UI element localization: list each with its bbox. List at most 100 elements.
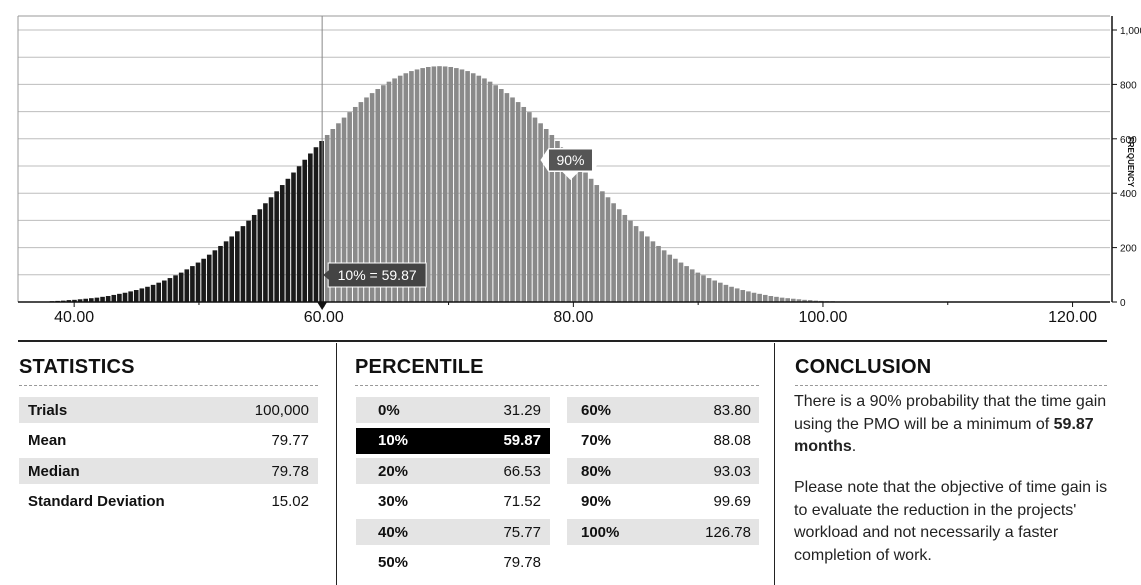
histogram-bar — [549, 134, 555, 302]
percentile-row-label: 70% — [581, 432, 612, 449]
histogram-bar — [229, 236, 235, 302]
histogram-bar — [285, 178, 291, 302]
histogram-bar — [100, 296, 105, 302]
histogram-bar — [251, 214, 257, 302]
histogram-bar — [133, 290, 139, 302]
histogram-bar — [386, 81, 392, 303]
histogram-bar — [538, 123, 543, 303]
histogram-bar — [689, 269, 695, 302]
histogram-bar — [628, 220, 633, 302]
percentile-row: 100% 126.78 — [567, 519, 759, 545]
histogram-bar — [740, 290, 746, 302]
histogram-bar — [364, 97, 369, 303]
histogram-bar — [291, 172, 296, 302]
y-axis-label: FREQUENCY — [1126, 137, 1135, 188]
histogram-bar — [246, 220, 251, 302]
histogram-bar — [465, 71, 470, 303]
percentile-row: 60% 83.80 — [567, 397, 759, 423]
statistics-row-label: Mean — [28, 432, 67, 449]
histogram-bar — [414, 69, 420, 302]
histogram-bar — [437, 66, 442, 303]
conclusion-title: CONCLUSION — [795, 356, 932, 378]
statistics-row-value: 100,000 — [254, 401, 309, 419]
histogram-bar — [470, 73, 476, 302]
histogram-bar — [156, 282, 162, 302]
statistics-row: Trials 100,000 — [19, 397, 318, 423]
percentile-row-label: 100% — [581, 523, 620, 541]
histogram-bar — [218, 245, 223, 302]
histogram-bar — [190, 266, 195, 302]
histogram-bar — [667, 254, 673, 302]
histogram-bar — [796, 299, 802, 302]
histogram-bar — [774, 296, 779, 302]
callout-arrow — [323, 270, 330, 280]
histogram-bar — [504, 93, 510, 302]
histogram-bar — [785, 298, 791, 302]
histogram-bar — [206, 254, 212, 302]
histogram-bar — [83, 298, 89, 302]
histogram-bar — [577, 166, 583, 302]
histogram-bar — [600, 191, 605, 302]
histogram-bar — [605, 197, 611, 302]
histogram-bar — [324, 134, 330, 302]
percentile-row-value: 75.77 — [503, 523, 541, 541]
probability-marker-label: 90% — [556, 152, 584, 168]
percentile-row-value: 83.80 — [713, 401, 751, 419]
histogram-bar — [375, 89, 381, 302]
percentile-row-label: 30% — [378, 493, 409, 510]
histogram-bar — [493, 85, 498, 302]
histogram-bar — [173, 275, 178, 302]
conclusion-paragraph-2: Please note that the objective of time g… — [794, 479, 1108, 564]
percentile-row-value: 88.08 — [713, 432, 751, 449]
statistics-row-value: 15.02 — [271, 493, 309, 510]
probability-marker-box — [547, 148, 593, 172]
percentile-row: 20% 66.53 — [356, 458, 550, 484]
percentile-row: 40% 75.77 — [356, 519, 550, 545]
histogram-bar — [403, 73, 409, 302]
histogram-bar — [139, 288, 145, 302]
histogram-bar — [734, 288, 740, 302]
percentile-row-value: 66.53 — [503, 462, 541, 480]
histogram-bar — [442, 66, 448, 302]
histogram-bar — [482, 78, 487, 302]
histogram-bar — [94, 297, 100, 302]
axes — [17, 15, 1117, 307]
histogram-bar — [639, 231, 644, 302]
histogram-bar — [263, 203, 268, 302]
histogram-bar — [650, 241, 656, 302]
percentile-row-label: 20% — [378, 462, 409, 480]
histogram-bar — [560, 147, 566, 302]
statistics-row-value: 79.78 — [271, 462, 309, 480]
histogram-bar — [487, 81, 493, 303]
histogram-bar — [66, 300, 72, 302]
histogram-bar — [594, 185, 600, 302]
histogram-bar — [583, 172, 588, 302]
percentile-row-value: 31.29 — [503, 401, 541, 419]
histogram-bar — [330, 129, 336, 302]
percentile-callout-label: 10% = 59.87 — [338, 267, 417, 283]
histogram-bar — [184, 269, 190, 302]
percentile-row-label: 0% — [378, 401, 400, 419]
dashed-divider — [795, 385, 1107, 386]
y-tick-label: 200 — [1120, 244, 1137, 255]
histogram-bar — [684, 266, 689, 302]
histogram-bar — [673, 258, 678, 302]
histogram-bar — [336, 123, 341, 303]
x-tick-labels: 40.00 60.00 80.00 100.00 120.00 — [54, 309, 1097, 326]
histogram-bar — [201, 258, 206, 302]
histogram-bar — [571, 159, 577, 302]
histogram-bar — [296, 166, 302, 302]
histogram-bar — [381, 85, 386, 302]
histogram-bar — [89, 298, 94, 302]
percentile-row-value: 59.87 — [503, 432, 541, 449]
histogram-bar — [701, 275, 706, 302]
histogram-bar — [454, 68, 459, 302]
percentile-row-label: 80% — [581, 462, 612, 480]
conclusion-paragraph-1: There is a 90% probability that the time… — [794, 391, 1109, 459]
percentile-row: 70% 88.08 — [567, 428, 759, 454]
histogram-bar — [319, 140, 324, 302]
histogram-bar — [313, 147, 319, 302]
histogram-bar — [448, 66, 454, 302]
statistics-row-label: Trials — [28, 401, 68, 419]
histogram-bar — [555, 140, 560, 302]
